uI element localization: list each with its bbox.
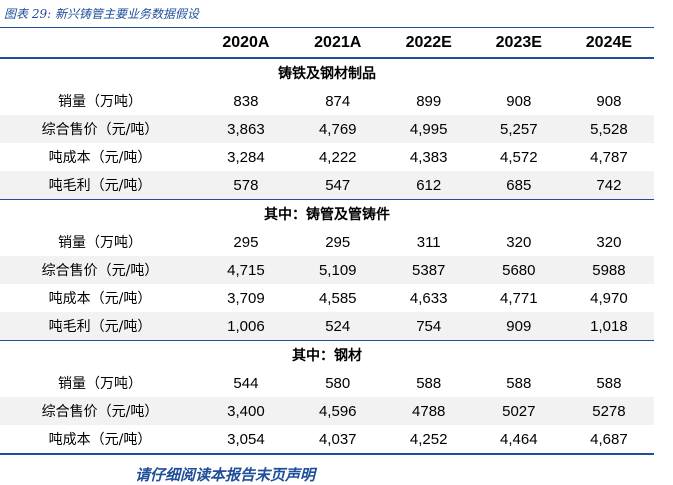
cell: 4,687 bbox=[563, 425, 654, 455]
header-cell: 2021A bbox=[291, 29, 384, 59]
page: 图表 29: 新兴铸管主要业务数据假设 2020A 2021A 2022E 2023E… bbox=[0, 7, 654, 484]
cell: 908 bbox=[596, 92, 622, 110]
caption: 图表 29: 新兴铸管主要业务数据假设 bbox=[4, 7, 199, 21]
row-label: 销量（万吨） bbox=[58, 235, 142, 251]
data-row: 吨成本（元/吨） 3,284 4,222 4,383 4,572 4,787 bbox=[0, 143, 654, 171]
row-label: 吨毛利（元/吨） bbox=[0, 312, 200, 341]
cell: 5387 bbox=[383, 256, 474, 284]
data-row: 吨成本（元/吨） 3,054 4,037 4,252 4,464 4,687 bbox=[0, 425, 654, 455]
cell: 3,709 bbox=[227, 289, 265, 307]
cell: 4,252 bbox=[383, 425, 474, 455]
cell: 4,572 bbox=[500, 148, 538, 166]
header-cell bbox=[0, 29, 200, 59]
cell: 588 bbox=[416, 374, 442, 392]
section-title: 其中：钢材 bbox=[0, 340, 654, 369]
cell: 4,037 bbox=[291, 425, 384, 455]
row-label: 吨成本（元/吨） bbox=[48, 291, 152, 307]
cell: 1,018 bbox=[563, 312, 654, 341]
cell: 524 bbox=[291, 312, 384, 341]
cell: 295 bbox=[325, 233, 351, 251]
cell: 5027 bbox=[473, 397, 564, 425]
section-row: 其中：铸管及管铸件 bbox=[0, 199, 654, 228]
cell: 544 bbox=[233, 374, 259, 392]
row-label: 吨成本（元/吨） bbox=[48, 150, 152, 166]
header-row: 2020A 2021A 2022E 2023E 2024E bbox=[0, 29, 654, 59]
cell: 320 bbox=[596, 233, 622, 251]
cell: 588 bbox=[506, 374, 532, 392]
cell: 5,257 bbox=[473, 115, 564, 143]
cell: 3,863 bbox=[200, 115, 292, 143]
data-row: 销量（万吨） 544 580 588 588 588 bbox=[0, 369, 654, 397]
cell: 4,596 bbox=[291, 397, 384, 425]
data-row: 吨成本（元/吨） 3,709 4,585 4,633 4,771 4,970 bbox=[0, 284, 654, 312]
row-label: 销量（万吨） bbox=[58, 376, 142, 392]
row-label: 综合售价（元/吨） bbox=[0, 397, 200, 425]
cell: 311 bbox=[416, 233, 441, 251]
table-body: 2020A 2021A 2022E 2023E 2024E 铸铁及钢材制品销量（万吨） 83… bbox=[0, 29, 654, 455]
cell: 1,006 bbox=[200, 312, 292, 341]
cell: 908 bbox=[506, 92, 532, 110]
data-table: 2020A 2021A 2022E 2023E 2024E 铸铁及钢材制品销量（万吨） 83… bbox=[0, 29, 654, 455]
cell: 4,787 bbox=[590, 148, 628, 166]
cell: 5,528 bbox=[563, 115, 654, 143]
cell: 4,383 bbox=[409, 148, 448, 166]
section-title: 其中：铸管及管铸件 bbox=[0, 199, 654, 228]
cell: 4,633 bbox=[409, 289, 448, 307]
cell: 4,970 bbox=[590, 289, 628, 307]
cell: 4,771 bbox=[500, 289, 538, 307]
cell: 4,769 bbox=[291, 115, 384, 143]
data-row: 综合售价（元/吨） 3,400 4,596 4788 5027 5278 bbox=[0, 397, 654, 425]
cell: 578 bbox=[200, 171, 292, 200]
cell: 3,054 bbox=[200, 425, 292, 455]
row-label: 销量（万吨） bbox=[58, 94, 142, 110]
header-cell: 2024E bbox=[563, 29, 654, 59]
cell: 742 bbox=[563, 171, 654, 200]
row-label: 吨成本（元/吨） bbox=[0, 425, 200, 455]
cell: 580 bbox=[325, 374, 351, 392]
cell: 4,464 bbox=[473, 425, 564, 455]
cell: 899 bbox=[416, 92, 442, 110]
cell: 909 bbox=[473, 312, 564, 341]
row-label: 综合售价（元/吨） bbox=[0, 115, 200, 143]
cell: 685 bbox=[473, 171, 564, 200]
row-label: 综合售价（元/吨） bbox=[0, 256, 200, 284]
cell: 588 bbox=[596, 374, 622, 392]
cell: 3,284 bbox=[227, 148, 265, 166]
cell: 838 bbox=[233, 92, 259, 110]
cell: 874 bbox=[325, 92, 351, 110]
row-label: 吨毛利（元/吨） bbox=[0, 171, 200, 200]
data-row: 综合售价（元/吨） 4,715 5,109 5387 5680 5988 bbox=[0, 256, 654, 284]
section-row: 铸铁及钢材制品 bbox=[0, 57, 654, 87]
cell: 4,715 bbox=[200, 256, 292, 284]
header-cell: 2023E bbox=[473, 29, 564, 59]
data-row: 综合售价（元/吨） 3,863 4,769 4,995 5,257 5,528 bbox=[0, 115, 654, 143]
cell: 5680 bbox=[473, 256, 564, 284]
cell: 754 bbox=[383, 312, 474, 341]
header-cell: 2020A bbox=[200, 29, 292, 59]
cell: 5988 bbox=[563, 256, 654, 284]
data-row: 销量（万吨） 838 874 899 908 908 bbox=[0, 87, 654, 115]
cell: 295 bbox=[233, 233, 259, 251]
cell: 4,585 bbox=[318, 289, 357, 307]
data-row: 吨毛利（元/吨） 1,006 524 754 909 1,018 bbox=[0, 312, 654, 341]
cell: 4788 bbox=[383, 397, 474, 425]
section-title: 铸铁及钢材制品 bbox=[0, 57, 654, 87]
rule bbox=[0, 27, 654, 28]
cell: 3,400 bbox=[200, 397, 292, 425]
cell: 612 bbox=[383, 171, 474, 200]
cell: 547 bbox=[291, 171, 384, 200]
data-row: 吨毛利（元/吨） 578 547 612 685 742 bbox=[0, 171, 654, 200]
cell: 4,995 bbox=[383, 115, 474, 143]
cell: 5,109 bbox=[291, 256, 384, 284]
cell: 320 bbox=[506, 233, 532, 251]
cell: 4,222 bbox=[318, 148, 357, 166]
section-row: 其中：钢材 bbox=[0, 340, 654, 369]
header-cell: 2022E bbox=[383, 29, 474, 59]
data-row: 销量（万吨） 295 295 311 320 320 bbox=[0, 228, 654, 256]
cell: 5278 bbox=[563, 397, 654, 425]
